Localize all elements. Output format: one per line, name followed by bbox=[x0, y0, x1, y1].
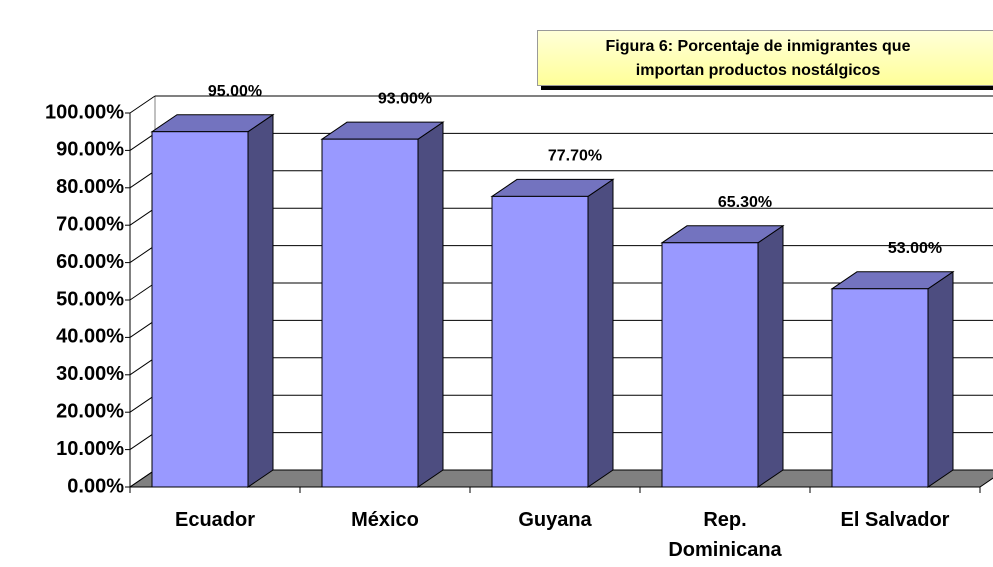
y-tick-label: 100.00% bbox=[45, 101, 124, 123]
y-tick-label: 10.00% bbox=[56, 438, 124, 460]
y-tick-label: 80.00% bbox=[56, 176, 124, 198]
y-tick-label: 0.00% bbox=[67, 475, 124, 497]
grid-line bbox=[129, 432, 156, 451]
chart-title: Figura 6: Porcentaje de inmigrantes que bbox=[605, 38, 911, 55]
y-tick-label: 60.00% bbox=[56, 251, 124, 273]
value-label: 93.00% bbox=[378, 90, 432, 107]
y-tick-label: 90.00% bbox=[56, 139, 124, 161]
grid-line bbox=[129, 245, 156, 264]
bar-side bbox=[587, 178, 614, 488]
y-tick-label: 40.00% bbox=[56, 326, 124, 348]
y-tick-label: 30.00% bbox=[56, 363, 124, 385]
grid-line bbox=[129, 469, 156, 488]
bar-side bbox=[417, 121, 444, 488]
grid-line bbox=[129, 319, 156, 338]
y-tick-label: 50.00% bbox=[56, 288, 124, 310]
bar bbox=[321, 138, 419, 488]
title-box: Figura 6: Porcentaje de inmigrantes que … bbox=[537, 30, 993, 86]
x-tick-label: México bbox=[351, 509, 419, 531]
bar bbox=[831, 288, 929, 488]
bar bbox=[491, 195, 589, 488]
x-tick-label: Guyana bbox=[518, 509, 592, 531]
grid-line bbox=[129, 357, 156, 376]
bar-side bbox=[757, 224, 784, 488]
bar-side bbox=[927, 270, 954, 488]
bar bbox=[661, 242, 759, 488]
x-tick-label: Ecuador bbox=[174, 509, 256, 531]
bar-side bbox=[247, 113, 274, 488]
value-label: 53.00% bbox=[888, 240, 942, 257]
chart-title: importan productos nostálgicos bbox=[635, 62, 881, 79]
y-tick-label: 70.00% bbox=[56, 213, 124, 235]
grid-line bbox=[129, 394, 156, 413]
grid-line bbox=[129, 95, 156, 114]
value-label: 77.70% bbox=[548, 148, 602, 165]
x-tick-label: El Salvador bbox=[840, 509, 950, 531]
grid-line bbox=[129, 282, 156, 301]
value-label: 95.00% bbox=[208, 83, 262, 100]
grid-line bbox=[129, 132, 156, 151]
grid-line bbox=[129, 170, 156, 189]
bar bbox=[151, 131, 249, 488]
x-tick-label: Rep. Dominicana bbox=[668, 509, 782, 561]
y-tick-label: 20.00% bbox=[56, 400, 124, 422]
grid-line bbox=[129, 207, 156, 226]
value-label: 65.30% bbox=[718, 194, 772, 211]
